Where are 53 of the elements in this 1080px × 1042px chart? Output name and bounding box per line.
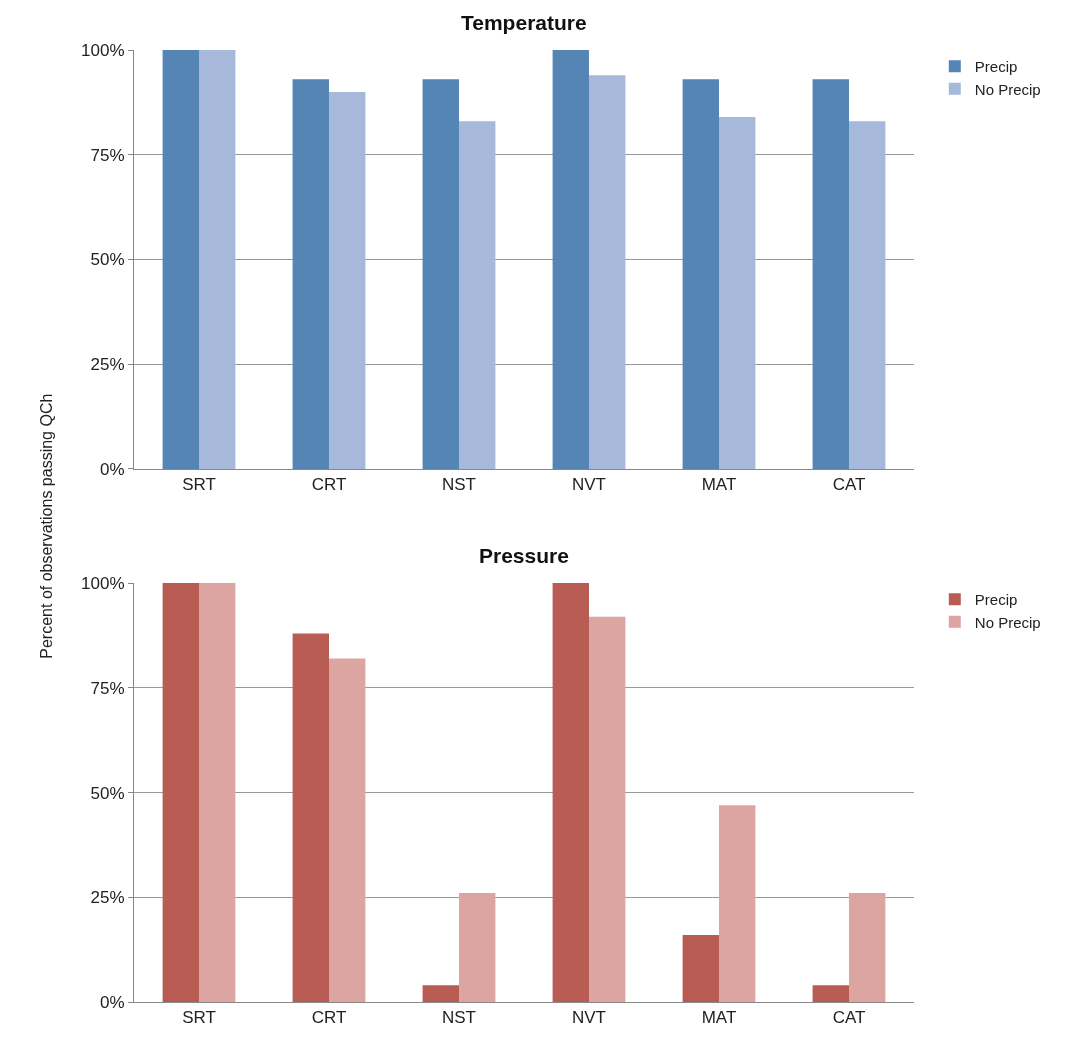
bar	[589, 75, 626, 469]
x-tick-label: CRT	[311, 1008, 347, 1028]
bar	[162, 50, 199, 469]
bar	[552, 583, 589, 1002]
x-tick-label: NST	[442, 1008, 476, 1028]
y-tick-label: 0%	[100, 992, 125, 1012]
bar	[422, 79, 459, 469]
bar	[292, 79, 329, 469]
bar	[849, 893, 886, 1002]
x-tick-label: SRT	[182, 475, 216, 495]
legend-label: Precip	[974, 58, 1018, 76]
x-tick-label: NST	[442, 475, 476, 495]
x-tick-label: CAT	[832, 1008, 866, 1028]
bar	[682, 934, 719, 1002]
y-tick-label: 75%	[90, 678, 125, 698]
bar	[459, 121, 496, 469]
bar	[459, 893, 496, 1002]
bar	[199, 50, 236, 469]
legend-label: No Precip	[974, 613, 1041, 631]
bar	[812, 79, 849, 469]
x-tick-label: CAT	[832, 475, 866, 495]
y-tick-label: 25%	[90, 355, 125, 375]
chart-title: Temperature	[461, 11, 587, 34]
bar	[162, 583, 199, 1002]
x-tick-label: CRT	[311, 475, 347, 495]
y-tick-label: 100%	[81, 40, 125, 60]
bar	[199, 583, 236, 1002]
bar	[719, 117, 756, 469]
x-tick-label: NVT	[572, 475, 606, 495]
chart-title: Pressure	[479, 544, 569, 567]
bar	[552, 50, 589, 469]
bar	[292, 633, 329, 1002]
y-tick-label: 100%	[81, 574, 125, 594]
y-tick-label: 25%	[90, 888, 125, 908]
bar	[682, 79, 719, 469]
bar	[719, 805, 756, 1002]
bar	[329, 91, 366, 469]
bar	[589, 616, 626, 1002]
bar	[422, 985, 459, 1002]
y-tick-label: 50%	[90, 250, 125, 270]
y-tick-label: 0%	[100, 459, 125, 479]
x-tick-label: NVT	[572, 1008, 606, 1028]
y-tick-label: 50%	[90, 783, 125, 803]
bar	[329, 658, 366, 1002]
y-tick-label: 75%	[90, 145, 125, 165]
y-axis-title: Percent of observations passing QCh	[37, 393, 55, 659]
x-tick-label: MAT	[701, 1008, 737, 1028]
bar	[812, 985, 849, 1002]
x-tick-label: SRT	[182, 1008, 216, 1028]
legend-label: No Precip	[974, 80, 1041, 98]
x-tick-label: MAT	[701, 475, 737, 495]
bar	[849, 121, 886, 469]
legend-label: Precip	[974, 591, 1018, 609]
